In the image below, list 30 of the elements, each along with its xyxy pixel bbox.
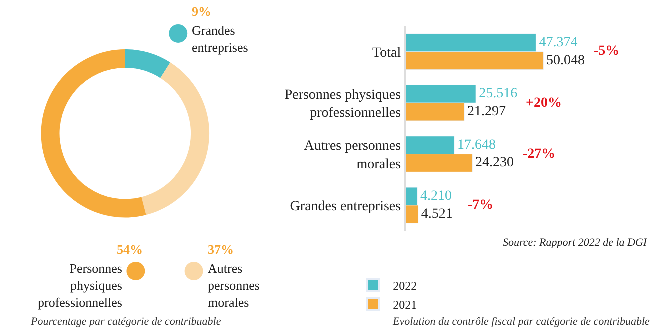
data-label: 54% [117,242,143,257]
data-label: 24.230 [476,156,514,171]
legend-label: 2022 [393,278,418,293]
donut-slice [125,50,170,78]
data-label: 9% [192,4,212,19]
y-tick-label: Personnes physiques professionnelles [284,88,402,122]
slice-label: Personnes physiques professionnelles [38,261,122,310]
y-tick-label: Grandes entreprises [290,199,402,214]
annotation: -7% [468,198,494,213]
legend-label: 2021 [393,298,418,312]
text: Evolution du contrôle fiscal par catégorie de contribuable [392,316,650,328]
donut-slice [41,50,146,218]
legend-label: Grandes entreprises [192,23,248,55]
data-label: 21.297 [467,104,506,120]
data-label: 4.210 [420,188,452,204]
y-tick-label: Total [372,46,402,61]
annotation: +20% [526,96,562,111]
data-label: 50.048 [546,53,586,68]
data-label: 4.521 [421,206,453,222]
data-label: 25.516 [479,86,518,102]
annotation: -27% [523,147,556,162]
legend-label: Autres personnes morales [208,261,260,310]
text: -5% [594,44,620,59]
y-tick-label: Autres personnes morales [304,139,402,172]
data-label: 47.374 [539,36,578,51]
donut-slice [142,62,210,216]
text: Pourcentage par catégorie de contribuable [30,316,222,328]
data-label: 37% [208,242,234,257]
data-label: 17.648 [457,138,496,153]
source-note: Source: Rapport 2022 de la DGI [503,237,648,249]
